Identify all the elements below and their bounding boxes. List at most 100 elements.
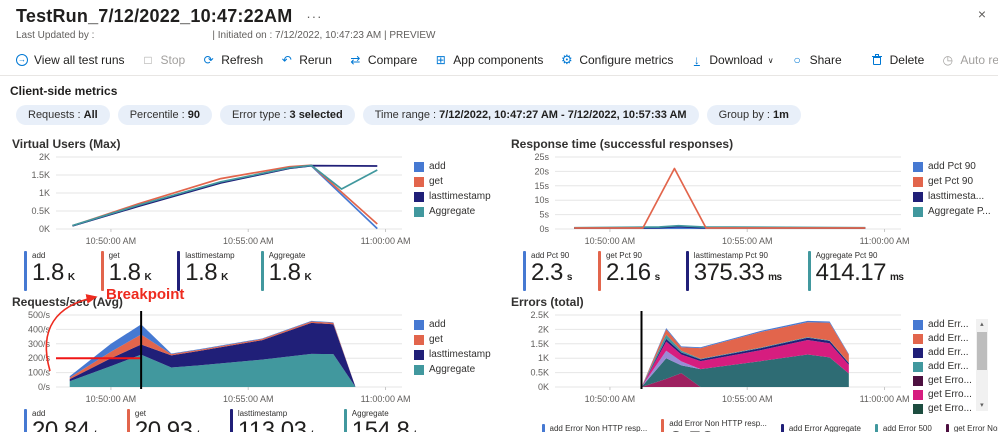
filter-pill-percentile[interactable]: Percentile : 90: [117, 105, 213, 125]
legend-swatch-icon: [913, 333, 923, 344]
svg-text:1K: 1K: [39, 188, 50, 198]
response-time-chart[interactable]: 0s 5s 10s 15s 20s 25s 10:50:00 AM 10:55:00 AM 11…: [509, 151, 913, 249]
legend-item[interactable]: get Erro...: [913, 389, 972, 400]
stat-lasttimestamp-pct-90: lasttimestamp Pct 90 375.33 ms: [685, 251, 782, 291]
legend-label: add Err...: [928, 347, 969, 358]
stat-get-error-non-http-respo: get Error Non HTTP respo...0: [945, 424, 998, 432]
filter-pill-requests[interactable]: Requests : All: [16, 105, 110, 125]
legend-item[interactable]: lasttimestamp: [414, 349, 491, 360]
stat-add: add 1.8 K: [24, 251, 75, 291]
filter-pill-group-by[interactable]: Group by : 1m: [706, 105, 801, 125]
stat-aggregate: Aggregate 1.8 K: [260, 251, 312, 291]
legend-item[interactable]: add: [414, 319, 491, 330]
legend-swatch-icon: [414, 349, 424, 360]
toolbar-refresh-button[interactable]: ⟳ Refresh: [193, 48, 271, 72]
svg-text:10:55:00 AM: 10:55:00 AM: [223, 394, 274, 404]
scroll-down-icon[interactable]: ▾: [980, 402, 984, 409]
legend-swatch-icon: [414, 364, 424, 375]
legend-item[interactable]: get Erro...: [913, 403, 972, 414]
toolbar-view-all-test-runs-button[interactable]: → View all test runs: [8, 48, 133, 72]
errors-chart[interactable]: 0K 0.5K 1K 1.5K 2K 2.5K 10:50:00 AM 10:55:00 AM…: [509, 309, 913, 407]
svg-text:500/s: 500/s: [28, 310, 51, 320]
stat-unit: K: [221, 272, 228, 283]
stat-value: 414.17 ms: [816, 260, 904, 291]
chart-card-virtual-users: Virtual Users (Max) 0K 0.5K 1K 1.5K 2K 10:50:…: [2, 131, 501, 291]
svg-text:400/s: 400/s: [28, 324, 51, 334]
legend-item[interactable]: get: [414, 176, 491, 187]
filter-pill-error-type[interactable]: Error type : 3 selected: [220, 105, 355, 125]
share-icon: ○: [793, 53, 801, 67]
chart-title: Errors (total): [511, 295, 584, 309]
stat-color-bar: [945, 424, 949, 432]
chart-card-errors: Errors (total) 0K 0.5K 1K 1.5K 2K 2.5K 10:50:0…: [501, 289, 998, 432]
chart-card-requests-per-sec: Breakpoint Requests/sec (Avg) 0/s 100/s 20…: [2, 286, 501, 432]
chart-stats: add 1.8 K get 1.8 K lasttimestamp 1.8 K Aggregate…: [10, 249, 499, 291]
stat-label: add Error Aggregate: [788, 424, 861, 432]
toolbar-download-button[interactable]: ↓ Download ∨: [681, 48, 781, 72]
stat-color-bar: [874, 424, 878, 432]
legend-item[interactable]: add Err...: [913, 361, 972, 372]
close-icon[interactable]: ×: [977, 6, 986, 22]
toolbar-label: Stop: [160, 53, 186, 67]
clock-icon: ◷: [942, 53, 954, 67]
legend-swatch-icon: [414, 191, 424, 202]
legend-swatch-icon: [913, 319, 923, 330]
stat-value: 154.8/s: [352, 418, 421, 432]
legend-scrollbar[interactable]: ▴ ▾: [975, 319, 988, 411]
toolbar-compare-button[interactable]: ⇄ Compare: [340, 48, 425, 72]
legend-label: get Erro...: [928, 389, 972, 400]
legend-swatch-icon: [414, 319, 424, 330]
legend-item[interactable]: add Pct 90: [913, 161, 991, 172]
stat-value: 2.3 s: [531, 260, 572, 291]
legend-label: add Pct 90: [928, 161, 976, 172]
legend-item[interactable]: get Pct 90: [913, 176, 991, 187]
chart-card-response-time: Response time (successful responses) 0s 5…: [501, 131, 998, 291]
legend-item[interactable]: lasttimestamp: [414, 191, 491, 202]
legend-label: get Erro...: [928, 403, 972, 414]
chart-title: Response time (successful responses): [511, 137, 734, 151]
requests-per-sec-chart[interactable]: 0/s 100/s 200/s 300/s 400/s 500/s 10:50:00 AM 1…: [10, 309, 414, 407]
rerun-icon: ↶: [281, 53, 292, 67]
toolbar: → View all test runs □ Stop ⟳ Refresh ↶ Rerun ⇄ C…: [0, 45, 998, 76]
legend-swatch-icon: [913, 161, 923, 172]
gear-icon: ⚙: [561, 52, 573, 67]
toolbar-rerun-button[interactable]: ↶ Rerun: [271, 48, 340, 72]
stat-value: 1.8 K: [32, 260, 75, 291]
legend-label: add: [429, 161, 446, 172]
svg-text:1K: 1K: [538, 353, 549, 363]
chart-title: Virtual Users (Max): [12, 137, 121, 151]
section-title: Client-side metrics: [10, 84, 118, 98]
virtual-users-chart[interactable]: 0K 0.5K 1K 1.5K 2K 10:50:00 AM 10:55:00 AM 11:0…: [10, 151, 414, 249]
svg-text:0s: 0s: [539, 224, 549, 234]
chart-legend: add Err... add Err... add Err... add Err...…: [913, 319, 972, 417]
toolbar-delete-button[interactable]: Delete: [862, 48, 933, 72]
legend-item[interactable]: add Err...: [913, 319, 972, 330]
toolbar-configure-metrics-button[interactable]: ⚙ Configure metrics: [551, 47, 681, 73]
refresh-icon: ⟳: [203, 53, 214, 67]
legend-item[interactable]: Aggregate P...: [913, 206, 991, 217]
legend-item[interactable]: Aggregate: [414, 364, 491, 375]
more-options-icon[interactable]: ···: [306, 9, 323, 24]
toolbar-label: Configure metrics: [579, 53, 674, 67]
scroll-thumb[interactable]: [976, 332, 987, 370]
svg-text:10:50:00 AM: 10:50:00 AM: [585, 394, 636, 404]
legend-item[interactable]: lasttimesta...: [913, 191, 991, 202]
stat-add-error-non-http-resp: add Error Non HTTP resp...0: [541, 424, 647, 432]
chart-stats: add Pct 90 2.3 s get Pct 90 2.16 s lasttimesta…: [509, 249, 998, 291]
filter-pill-time-range[interactable]: Time range : 7/12/2022, 10:47:27 AM - 7/…: [362, 105, 699, 125]
toolbar-app-components-button[interactable]: ⊞ App components: [425, 48, 551, 72]
toolbar-label: Delete: [889, 53, 925, 67]
legend-item[interactable]: add: [414, 161, 491, 172]
svg-text:2.5K: 2.5K: [530, 310, 549, 320]
toolbar-label: Download: [709, 53, 763, 67]
legend-item[interactable]: Aggregate: [414, 206, 491, 217]
legend-item[interactable]: add Err...: [913, 333, 972, 344]
legend-item[interactable]: get Erro...: [913, 375, 972, 386]
stat-label: add Error 500: [882, 424, 932, 432]
stat-value: 20.93/s: [135, 418, 204, 432]
legend-item[interactable]: add Err...: [913, 347, 972, 358]
legend-item[interactable]: get: [414, 334, 491, 345]
scroll-up-icon[interactable]: ▴: [980, 321, 984, 328]
toolbar-share-button[interactable]: ○ Share: [782, 48, 850, 72]
